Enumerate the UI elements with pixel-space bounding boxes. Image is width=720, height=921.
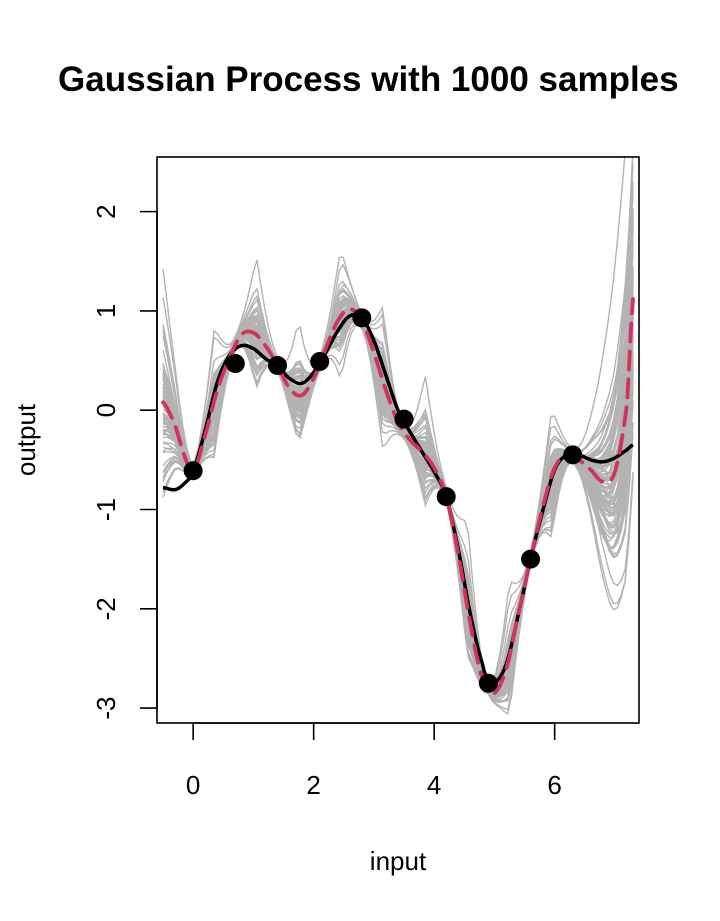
y-tick-label: -3 [91, 697, 121, 720]
gp-sample-line [162, 181, 634, 694]
observation-point [436, 487, 456, 507]
observation-point [563, 445, 583, 465]
gp-sample-line [162, 319, 634, 697]
gp-sample-line [162, 324, 634, 702]
gp-sample-line [162, 317, 634, 703]
x-tick-label: 0 [186, 770, 200, 800]
x-axis: 0 2 4 6 [186, 722, 562, 800]
x-tick-label: 4 [427, 770, 441, 800]
y-tick-label: -2 [91, 597, 121, 620]
gp-sample-line [162, 315, 634, 702]
y-tick-label: -1 [91, 498, 121, 521]
y-axis-label: output [11, 403, 41, 476]
observation-point [310, 352, 330, 372]
gp-sample-line [162, 274, 634, 693]
observation-point [268, 356, 287, 376]
gp-sample-line [162, 318, 634, 699]
x-tick-label: 2 [306, 770, 320, 800]
observation-point [183, 461, 203, 481]
gp-sample-line [162, 274, 634, 699]
gp-sample-line [162, 316, 634, 699]
gp-sample-line [162, 322, 634, 711]
observation-point [352, 308, 372, 328]
x-tick-label: 6 [547, 770, 561, 800]
gp-sample-line [162, 270, 634, 696]
y-tick-label: 2 [91, 204, 121, 218]
observation-point [521, 549, 541, 569]
observation-point [478, 673, 498, 693]
y-tick-label: 0 [91, 403, 121, 417]
gp-sample-line [162, 315, 634, 702]
observation-points [183, 308, 583, 693]
gp-sample-line [162, 314, 634, 716]
observation-point [394, 409, 414, 429]
observation-point [225, 354, 245, 374]
y-axis: -3 -2 -1 0 1 2 [91, 204, 158, 720]
chart-title: Gaussian Process with 1000 samples [58, 60, 679, 99]
plot-frame [156, 156, 640, 724]
gp-sample-line [162, 315, 634, 701]
y-tick-label: 1 [91, 304, 121, 318]
gp-sample-line [162, 316, 634, 697]
x-axis-label: input [370, 846, 427, 876]
gp-sample-line [162, 317, 634, 695]
